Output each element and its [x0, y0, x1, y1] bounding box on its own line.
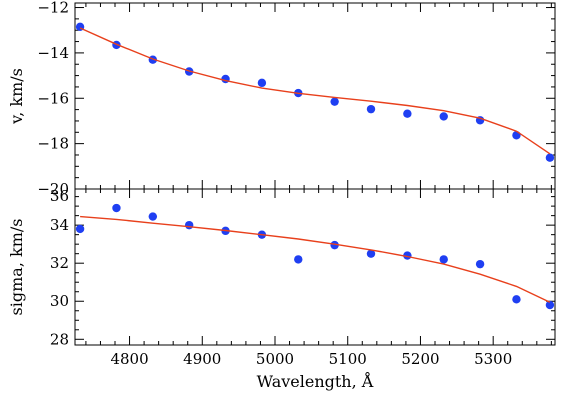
y-tick-label: −16	[37, 89, 69, 107]
data-point	[330, 240, 339, 250]
panel-frame	[74, 2, 556, 190]
data-point	[148, 212, 158, 221]
y-axis-title: sigma, km/s	[7, 219, 26, 316]
data-point	[512, 131, 521, 140]
y-tick-label: 34	[50, 216, 69, 234]
fit-line	[80, 215, 551, 303]
data-point	[112, 203, 121, 213]
x-axis-title: Wavelength, Å	[257, 371, 374, 391]
x-tick-label: 5000	[256, 350, 294, 368]
fit-line	[79, 27, 551, 155]
data-point	[184, 220, 194, 230]
data-point	[439, 112, 448, 121]
data-point	[403, 109, 412, 118]
velocity-panel: −20 −18 −16 −14 −12 v, km/s	[7, 0, 556, 198]
data-point	[403, 251, 412, 260]
y-tick-label: 36	[50, 187, 69, 205]
y-tick-label: 30	[50, 292, 69, 310]
panel-frame	[74, 188, 556, 346]
y-tick-label: 28	[50, 330, 69, 348]
y-tick-label: −20	[37, 180, 69, 198]
x-tick-label: 5300	[474, 350, 512, 368]
data-point	[439, 255, 448, 264]
data-point	[294, 255, 303, 264]
y-tick-label: −18	[37, 135, 69, 153]
x-tick-label: 5200	[401, 350, 439, 368]
x-tick-label: 4800	[110, 350, 148, 368]
sigma-panel: 28 30 32 34 36 4800 4900 5000 5100 5200 5300 sigma,…	[7, 187, 556, 391]
data-point	[366, 249, 376, 258]
data-point	[475, 259, 485, 269]
data-point	[512, 295, 521, 304]
y-axis-title: v, km/s	[7, 68, 26, 125]
data-point	[75, 224, 85, 234]
x-tick-label: 5100	[329, 350, 367, 368]
y-tick-label: −14	[37, 44, 69, 62]
data-point	[545, 153, 555, 162]
data-point	[366, 104, 376, 114]
y-tick-label: −12	[37, 0, 69, 17]
x-tick-label: 4900	[183, 350, 221, 368]
data-point	[545, 300, 555, 310]
y-tick-label: 32	[50, 254, 69, 272]
data-point	[330, 97, 339, 106]
data-point	[257, 78, 267, 88]
